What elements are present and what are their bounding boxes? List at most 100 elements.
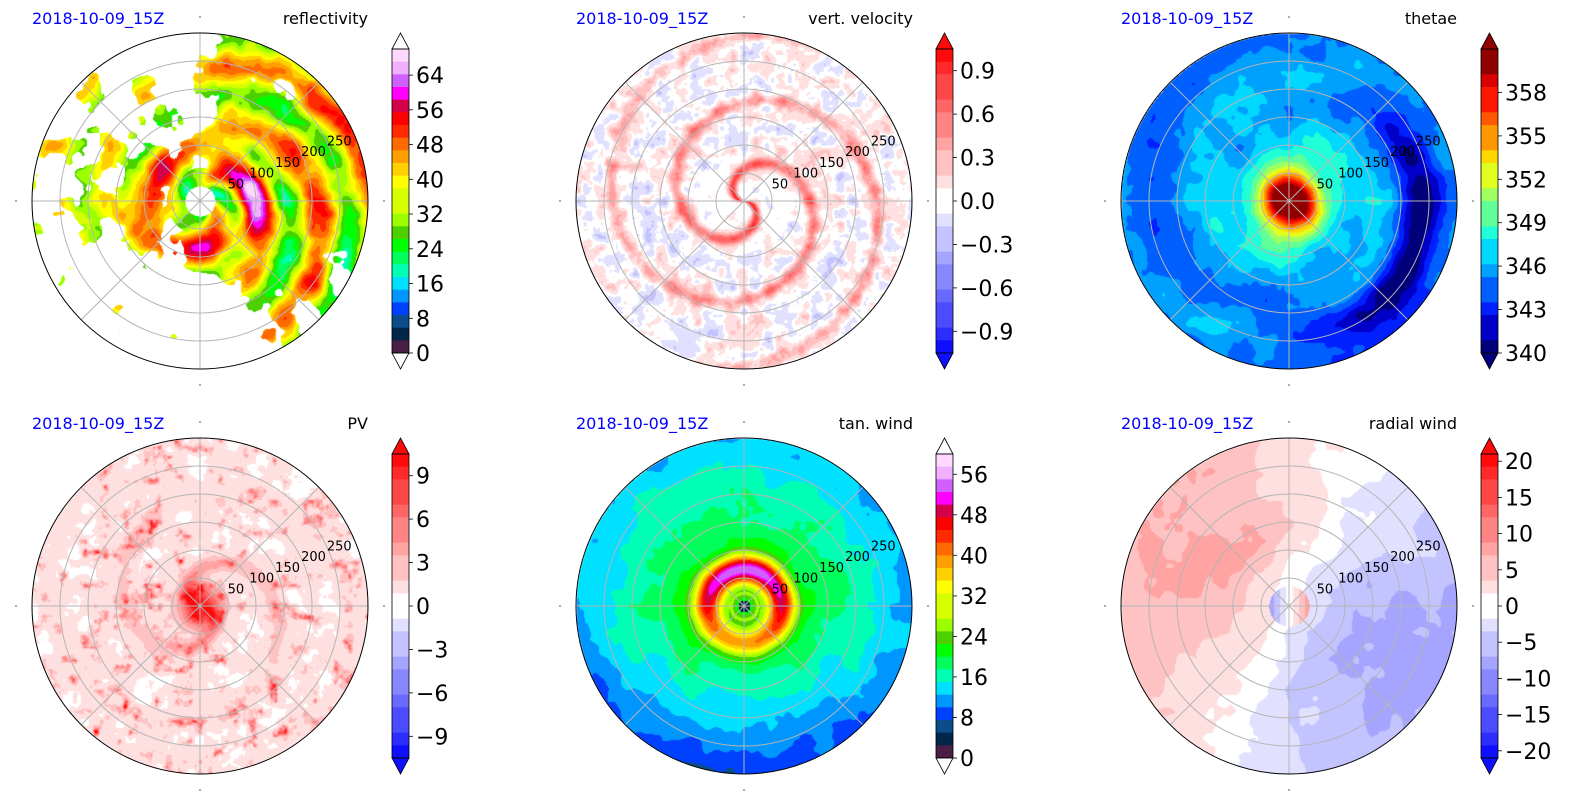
colorbar-segment	[392, 479, 409, 493]
colorbar-segment	[392, 150, 409, 164]
colorbar-tick-label: 0.3	[960, 147, 995, 172]
colorbar-segment	[392, 74, 409, 88]
colorbar-segment	[1481, 289, 1498, 303]
colorbar-segment	[1481, 340, 1498, 354]
colorbar-extend-top	[935, 32, 954, 50]
colorbar-segment	[936, 568, 953, 582]
colorbar-segment	[392, 61, 409, 75]
colorbar-tick-label: 8	[416, 307, 430, 332]
colorbar-segment	[392, 631, 409, 645]
radial-tick-label: 250	[871, 134, 896, 149]
radial-tick-label: 50	[772, 582, 789, 597]
colorbar-segment	[392, 669, 409, 683]
radial-tick-label: 50	[772, 177, 789, 192]
panel-variable-label: reflectivity	[283, 9, 368, 28]
panel-date-label: 2018-10-09_15Z	[576, 9, 708, 29]
colorbar-tick-label: 40	[960, 544, 988, 569]
colorbar-segment	[1481, 150, 1498, 164]
colorbar-segment	[936, 188, 953, 202]
radial-tick-label: 100	[793, 572, 818, 587]
colorbar-segment	[1481, 49, 1498, 63]
colorbar-segment	[936, 87, 953, 101]
colorbar-segment	[936, 163, 953, 177]
colorbar-frame	[1480, 48, 1499, 354]
colorbar-segment	[1481, 112, 1498, 126]
radial-tick-label: 150	[819, 561, 844, 576]
colorbar-thetae: 358 355 352 349 346 343 340	[1480, 32, 1547, 370]
axis-tick-mark	[1104, 200, 1106, 202]
colorbar-segment	[392, 568, 409, 582]
axis-tick-mark	[1104, 605, 1106, 607]
colorbar-tick-label: 24	[960, 625, 988, 650]
colorbar-extend-top	[1480, 437, 1499, 455]
colorbar-segment	[936, 61, 953, 75]
colorbar-segment	[1481, 61, 1498, 75]
angular-grid-spoke	[1288, 81, 1409, 202]
colorbar-segment	[936, 226, 953, 240]
radial-tick-label: 100	[249, 572, 274, 587]
axis-tick-mark	[15, 605, 17, 607]
colorbar-segment	[1481, 315, 1498, 329]
colorbar-segment	[936, 745, 953, 759]
colorbar-segment	[392, 694, 409, 708]
colorbar-segment	[1481, 593, 1498, 607]
polar-axis-outline	[575, 32, 913, 370]
colorbar-segment	[936, 340, 953, 354]
colorbar-segment	[392, 732, 409, 746]
colorbar-segment	[1481, 479, 1498, 493]
colorbar-tick-label: −10	[1505, 667, 1551, 692]
panel-date-label: 2018-10-09_15Z	[1121, 414, 1253, 434]
colorbar-segment	[392, 340, 409, 354]
colorbar-tan-wind: 0 8 16 24 32 40 48 56	[935, 437, 988, 775]
colorbar-segment	[392, 289, 409, 303]
colorbar-extend-bottom	[1480, 352, 1499, 370]
angular-grid-spoke	[1169, 605, 1290, 726]
angular-grid-spoke	[743, 486, 864, 607]
colorbar-segment	[1481, 251, 1498, 265]
axis-tick-mark	[1288, 16, 1290, 18]
colorbar-tick-label: −20	[1505, 740, 1551, 765]
colorbar-segment	[1481, 163, 1498, 177]
colorbar-segment	[936, 213, 953, 227]
colorbar-segment	[936, 656, 953, 670]
radial-tick-label: 200	[301, 145, 326, 160]
colorbar-segment	[392, 720, 409, 734]
angular-grid-spoke	[80, 605, 201, 726]
colorbar-segment	[392, 277, 409, 291]
colorbar-segment	[392, 302, 409, 316]
colorbar-segment	[1481, 517, 1498, 531]
panel-variable-label: PV	[347, 414, 368, 433]
axis-tick-mark	[199, 384, 201, 386]
colorbar-tick-label: 5	[1505, 559, 1519, 584]
colorbar-segment	[936, 175, 953, 189]
colorbar-segment	[1481, 732, 1498, 746]
angular-grid-spoke	[1288, 200, 1409, 321]
colorbar-segment	[936, 644, 953, 658]
polar-axis-outline	[1120, 437, 1458, 775]
radial-tick-label: 50	[1317, 177, 1334, 192]
colorbar-segment	[392, 125, 409, 139]
colorbar-segment	[936, 707, 953, 721]
colorbar-tick-label: 48	[960, 504, 988, 529]
axis-tick-mark	[15, 200, 17, 202]
colorbar-segment	[392, 315, 409, 329]
colorbar-segment	[936, 530, 953, 544]
colorbar-segment	[392, 618, 409, 632]
angular-grid-spoke	[1169, 486, 1290, 607]
colorbar-radial-wind: 20 15 10 5 0 −5 −10 −15 −20	[1480, 437, 1551, 775]
colorbar-segment	[1481, 656, 1498, 670]
radial-tick-label: 200	[1390, 145, 1415, 160]
colorbar-segment	[1481, 74, 1498, 88]
colorbar-segment	[1481, 555, 1498, 569]
colorbar-segment	[936, 555, 953, 569]
panel-date-label: 2018-10-09_15Z	[32, 9, 164, 29]
angular-grid-spoke	[199, 605, 320, 726]
radial-tick-label: 50	[1317, 582, 1334, 597]
colorbar-tick-label: 56	[416, 99, 444, 124]
colorbar-segment	[936, 49, 953, 63]
